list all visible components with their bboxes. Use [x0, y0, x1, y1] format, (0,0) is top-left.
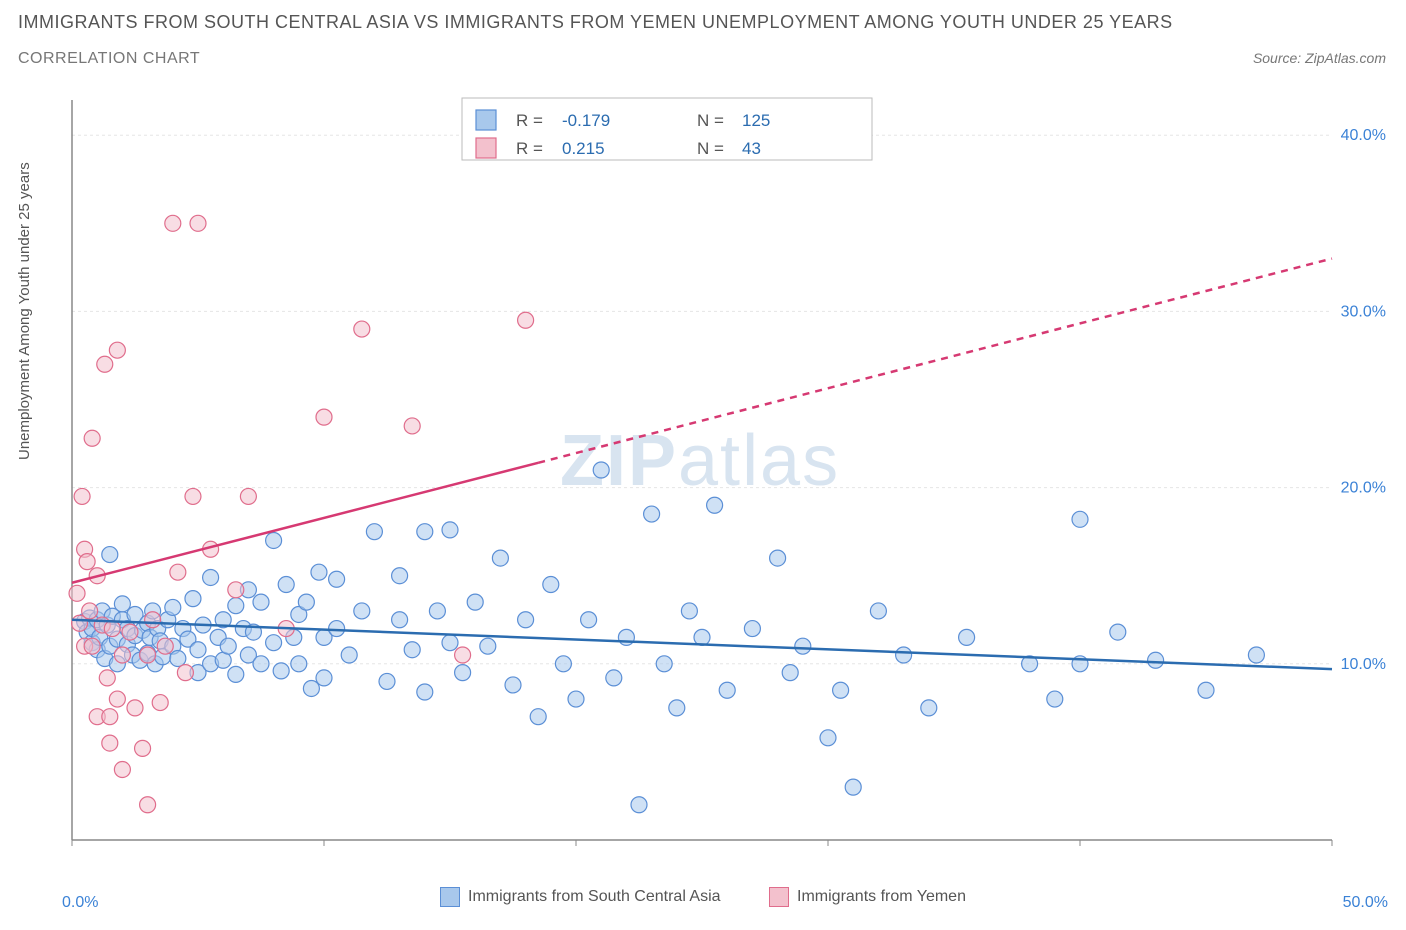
- source-label: Source: ZipAtlas.com: [1253, 50, 1386, 66]
- legend-swatch-b: [769, 887, 789, 907]
- svg-text:R =: R =: [516, 139, 543, 158]
- y-axis-label: Unemployment Among Youth under 25 years: [16, 162, 33, 460]
- svg-text:10.0%: 10.0%: [1341, 656, 1386, 673]
- legend-label-b: Immigrants from Yemen: [797, 888, 966, 906]
- chart-area: 10.0% 20.0% 30.0% 40.0% R = -0.179 N = 125 R = 0.…: [62, 90, 1392, 870]
- svg-text:20.0%: 20.0%: [1341, 480, 1386, 497]
- svg-text:0.215: 0.215: [562, 139, 605, 158]
- svg-text:43: 43: [742, 139, 761, 158]
- scatter-chart-svg: 10.0% 20.0% 30.0% 40.0% R = -0.179 N = 125 R = 0.…: [62, 90, 1392, 870]
- legend-label-a: Immigrants from South Central Asia: [468, 888, 721, 906]
- svg-text:-0.179: -0.179: [562, 111, 610, 130]
- svg-text:40.0%: 40.0%: [1341, 127, 1386, 144]
- legend-swatch-a: [440, 887, 460, 907]
- legend-item-series-b: Immigrants from Yemen: [769, 887, 966, 907]
- chart-subtitle: CORRELATION CHART: [18, 50, 200, 68]
- svg-text:125: 125: [742, 111, 770, 130]
- svg-text:N =: N =: [697, 111, 724, 130]
- chart-title: IMMIGRANTS FROM SOUTH CENTRAL ASIA VS IM…: [18, 12, 1173, 33]
- legend-item-series-a: Immigrants from South Central Asia: [440, 887, 721, 907]
- svg-text:N =: N =: [697, 139, 724, 158]
- bottom-legend: Immigrants from South Central Asia Immig…: [0, 887, 1406, 912]
- svg-text:30.0%: 30.0%: [1341, 303, 1386, 320]
- svg-text:R =: R =: [516, 111, 543, 130]
